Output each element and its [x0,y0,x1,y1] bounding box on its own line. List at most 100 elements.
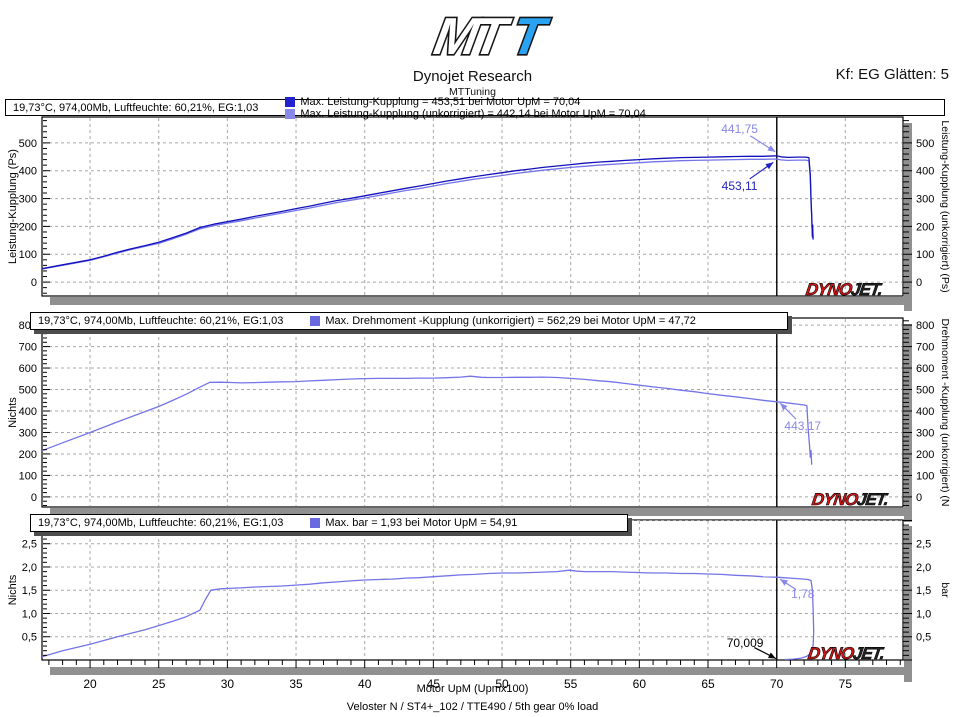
y-axis-label-right: bar [939,582,951,598]
svg-text:2,5: 2,5 [916,539,931,551]
svg-text:400: 400 [19,406,37,418]
svg-text:35: 35 [289,677,303,691]
svg-text:0: 0 [916,492,922,504]
torque-legend: Max. Drehmoment -Kupplung (unkorrigiert)… [310,315,716,327]
app-subtitle: MTTuning [449,86,496,98]
drehmoment-kupplung-unkorrigiert-curve [41,375,813,465]
svg-text:55: 55 [564,677,578,691]
chart-shadow [50,297,912,305]
svg-text:441,75: 441,75 [721,122,758,136]
legend-label: Max. bar = 1,93 bei Motor UpM = 54,91 [325,517,518,529]
svg-text:50: 50 [495,677,509,691]
svg-text:0,5: 0,5 [22,632,37,644]
svg-text:400: 400 [19,166,37,178]
mtt-logo: MT T [428,7,555,68]
logo-blue-letter: T [507,8,553,66]
legend-swatch-icon [310,316,321,326]
svg-text:1,78: 1,78 [791,587,815,601]
torque-chart: 0 0 100 100 200 200 300 300 400 400 500 500 600 600 70… [7,317,951,522]
leistung-kupplung-curve [41,155,814,270]
svg-text:30: 30 [221,677,235,691]
plot-area [41,116,904,297]
annotation: 453,11 [722,161,774,193]
svg-text:70,009: 70,009 [727,636,764,650]
chart-shadow [904,123,912,311]
boost-chart: 0,5 0,5 1,0 1,0 1,5 1,5 2,0 2,0 2,5 2,5 20 25 30 35 40… [7,519,951,691]
x-axis-label: Motor UpM (Upmx100) [416,683,529,695]
env-conditions: 19,73°C, 974,00Mb, Luftfeuchte: 60,21%, … [13,101,259,114]
legend-item: Max. Drehmoment -Kupplung (unkorrigiert)… [310,315,696,327]
svg-text:200: 200 [19,221,37,233]
svg-text:65: 65 [701,677,715,691]
svg-text:45: 45 [427,677,441,691]
svg-text:500: 500 [916,138,934,150]
y-tick-labels: 0 0 100 100 200 200 300 300 400 400 500 500 [19,138,935,289]
svg-text:2,0: 2,0 [22,562,37,574]
svg-text:100: 100 [19,470,37,482]
legend-item: Max. Leistung-Kupplung (unkorrigiert) = … [285,107,646,120]
svg-text:0,5: 0,5 [916,632,931,644]
svg-text:1,0: 1,0 [22,608,37,620]
svg-text:200: 200 [916,449,934,461]
legend-label: Max. Leistung-Kupplung (unkorrigiert) = … [300,107,646,120]
svg-text:500: 500 [916,385,934,397]
gridlines [43,118,902,295]
svg-text:75: 75 [839,677,853,691]
svg-text:1,5: 1,5 [22,585,37,597]
dynojet-logo: DYNOJET. [806,644,886,664]
svg-text:500: 500 [19,385,37,397]
svg-text:600: 600 [916,363,934,375]
svg-text:100: 100 [916,470,934,482]
svg-text:1,5: 1,5 [916,585,931,597]
legend-swatch-icon [310,518,321,528]
y-axis-label-left: Nichts [7,397,19,428]
annotation: 70,009 [727,636,777,660]
boost-chart-header: 19,73°C, 974,00Mb, Luftfeuchte: 60,21%, … [30,514,628,532]
y-axis-label-right: Leistung-Kupplung (unkorrigiert) (Ps) [939,120,951,292]
svg-text:MT T: MT T [430,8,553,66]
legend-label: Max. Drehmoment -Kupplung (unkorrigiert)… [325,315,696,327]
gridlines [43,519,902,659]
svg-text:300: 300 [19,194,37,206]
legend-item: Max. bar = 1,93 bei Motor UpM = 54,91 [310,517,517,529]
svg-text:0: 0 [31,277,37,289]
svg-text:1,0: 1,0 [916,608,931,620]
svg-text:60: 60 [633,677,647,691]
svg-text:400: 400 [916,406,934,418]
annotation: 441,75 [721,122,776,153]
legend-swatch-icon [285,108,296,119]
chart-shadow [904,324,912,522]
svg-text:300: 300 [916,427,934,439]
y-tick-labels: 0,5 0,5 1,0 1,0 1,5 1,5 2,0 2,0 2,5 2,5 [22,539,932,644]
svg-text:100: 100 [916,249,934,261]
svg-text:700: 700 [19,342,37,354]
power-legend: Max. Leistung-Kupplung = 453,51 bei Moto… [285,96,665,120]
power-chart-header: 19,73°C, 974,00Mb, Luftfeuchte: 60,21%, … [5,96,945,120]
svg-text:300: 300 [916,194,934,206]
svg-text:2,0: 2,0 [916,562,931,574]
svg-text:300: 300 [19,427,37,439]
y-ticks [43,120,912,294]
x-ticks [48,660,901,668]
smoothing-setting: Kf: EG Glätten: 5 [835,66,949,83]
torque-chart-header: 19,73°C, 974,00Mb, Luftfeuchte: 60,21%, … [30,312,788,330]
chart-shadow [50,508,912,516]
svg-text:600: 600 [19,363,37,375]
logo-white-letters: MT [430,8,515,66]
run-caption: Veloster N / ST4+_102 / TTE490 / 5th gea… [346,701,599,713]
env-conditions: 19,73°C, 974,00Mb, Luftfeuchte: 60,21%, … [38,517,284,529]
svg-text:400: 400 [916,166,934,178]
svg-text:0: 0 [916,277,922,289]
y-ticks [43,320,912,506]
annotation: 443,17 [779,402,821,433]
legend-label: Max. Leistung-Kupplung = 453,51 bei Moto… [300,95,581,108]
svg-text:40: 40 [358,677,372,691]
svg-text:20: 20 [83,677,97,691]
leistung-kupplung-unkorrigiert-curve [41,158,814,270]
annotation: 1,78 [779,578,815,601]
app-title: Dynojet Research [412,68,533,85]
boost-legend: Max. bar = 1,93 bei Motor UpM = 54,91 [310,517,537,529]
